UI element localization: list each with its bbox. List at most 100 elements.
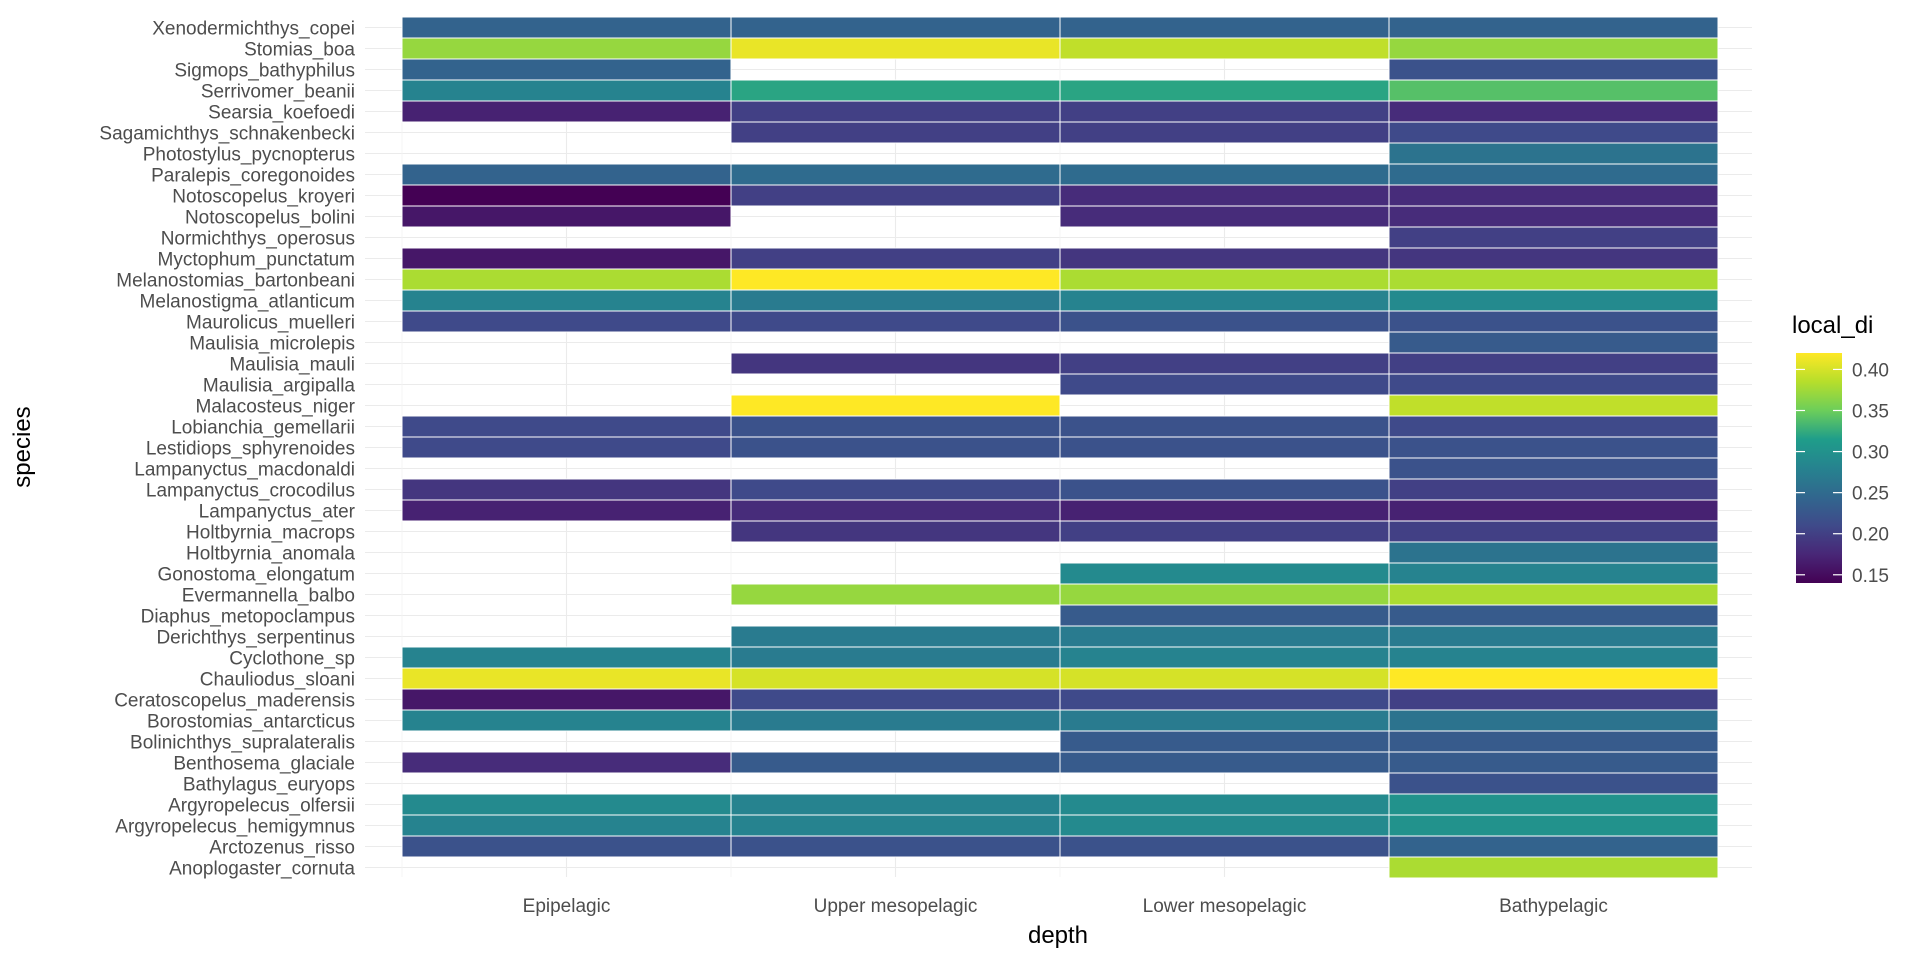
heatmap-tile xyxy=(730,625,1061,648)
y-tick-label: Maulisia_microlepis xyxy=(189,334,355,355)
heatmap-tile xyxy=(1059,373,1390,396)
heatmap-tile xyxy=(1059,604,1390,627)
legend-ticks: 0.15 0.20 0.25 0.30 0.35 0.40 xyxy=(1796,360,1889,587)
heatmap-tile xyxy=(1388,163,1719,186)
y-tick-label: Sagamichthys_schnakenbecki xyxy=(99,124,355,145)
heatmap-tile xyxy=(401,247,732,270)
heatmap-tile xyxy=(401,709,732,732)
heatmap-tile xyxy=(1388,373,1719,396)
y-tick-label: Holtbyrnia_macrops xyxy=(186,523,355,544)
legend-tick-label: 0.20 xyxy=(1852,525,1889,546)
y-tick-label: Stomias_boa xyxy=(244,40,355,61)
y-tick-label: Lobianchia_gemellarii xyxy=(171,418,355,439)
heatmap-tile xyxy=(1059,310,1390,333)
heatmap-tile xyxy=(1388,205,1719,228)
y-tick-label: Holtbyrnia_anomala xyxy=(186,544,355,565)
heatmap-tile xyxy=(401,667,732,690)
x-tick-label: Lower mesopelagic xyxy=(1143,896,1307,917)
y-tick-label: Borostomias_antarcticus xyxy=(147,712,355,733)
heatmap-tile xyxy=(1388,520,1719,543)
heatmap-tile xyxy=(730,394,1061,417)
heatmap-tile xyxy=(401,310,732,333)
heatmap-tile xyxy=(730,184,1061,207)
heatmap-tile xyxy=(401,646,732,669)
heatmap-tile xyxy=(1059,121,1390,144)
heatmap-tile xyxy=(730,436,1061,459)
y-tick-label: Melanostomias_bartonbeani xyxy=(116,271,355,292)
heatmap-tile xyxy=(1388,835,1719,858)
heatmap-tile xyxy=(1388,415,1719,438)
y-tick-label: Normichthys_operosus xyxy=(161,229,355,250)
y-tick-label: Maurolicus_muelleri xyxy=(186,313,355,334)
y-tick-label: Sigmops_bathyphilus xyxy=(174,61,355,82)
heatmap-tile xyxy=(1059,415,1390,438)
heatmap-tile xyxy=(401,814,732,837)
heatmap-tile xyxy=(1059,520,1390,543)
heatmap-tile xyxy=(730,415,1061,438)
heatmap-tile xyxy=(730,37,1061,60)
heatmap-tile xyxy=(1388,856,1719,879)
heatmap-tile xyxy=(730,520,1061,543)
heatmap-tile xyxy=(1059,268,1390,291)
heatmap-tile xyxy=(730,289,1061,312)
heatmap-tile xyxy=(401,37,732,60)
heatmap-tile xyxy=(1388,562,1719,585)
heatmap-tile xyxy=(1059,100,1390,123)
heatmap-tile xyxy=(401,478,732,501)
y-axis-title: species xyxy=(9,406,36,487)
y-tick-label: Notoscopelus_kroyeri xyxy=(172,187,355,208)
heatmap-tile xyxy=(1388,583,1719,606)
heatmap-tile xyxy=(1388,394,1719,417)
heatmap-tile xyxy=(1059,793,1390,816)
heatmap-tile xyxy=(401,205,732,228)
heatmap-tile xyxy=(730,79,1061,102)
heatmap-tile xyxy=(1388,457,1719,480)
y-tick-label: Searsia_koefoedi xyxy=(208,103,355,124)
heatmap-tile xyxy=(730,835,1061,858)
heatmap-tile xyxy=(401,499,732,522)
heatmap-tile xyxy=(401,16,732,39)
y-tick-label: Evermannella_balbo xyxy=(182,586,355,607)
legend-tick-label: 0.25 xyxy=(1852,484,1889,505)
heatmap-tile xyxy=(1388,268,1719,291)
heatmap-tile xyxy=(730,163,1061,186)
heatmap-tile xyxy=(1388,541,1719,564)
heatmap-tile xyxy=(1059,667,1390,690)
heatmap-tile xyxy=(1388,793,1719,816)
heatmap-tile xyxy=(1059,562,1390,585)
heatmap-tile xyxy=(1388,121,1719,144)
heatmap-tile xyxy=(1059,247,1390,270)
heatmap-tile xyxy=(1059,163,1390,186)
heatmap-tile xyxy=(1059,478,1390,501)
heatmap-tile xyxy=(401,835,732,858)
heatmap-tile xyxy=(401,79,732,102)
heatmap-tile xyxy=(1059,79,1390,102)
x-tick-label: Bathypelagic xyxy=(1499,896,1608,917)
heatmap-tile xyxy=(1388,184,1719,207)
heatmap-tile xyxy=(730,646,1061,669)
heatmap-tile xyxy=(1059,499,1390,522)
y-tick-labels: Xenodermichthys_copeiStomias_boaSigmops_… xyxy=(99,19,355,880)
heatmap-tile xyxy=(1388,331,1719,354)
heatmap-tile xyxy=(1388,352,1719,375)
y-tick-label: Derichthys_serpentinus xyxy=(156,628,355,649)
heatmap-tile xyxy=(1388,436,1719,459)
heatmap-tile xyxy=(730,268,1061,291)
heatmap-tile xyxy=(1388,37,1719,60)
heatmap-tile xyxy=(1388,625,1719,648)
heatmap-tile xyxy=(1388,688,1719,711)
heatmap-tile xyxy=(1388,751,1719,774)
y-tick-label: Paralepis_coregonoides xyxy=(151,166,355,187)
heatmap-tile xyxy=(730,499,1061,522)
y-tick-label: Malacosteus_niger xyxy=(196,397,356,418)
heatmap-tile xyxy=(1388,730,1719,753)
heatmap-tile xyxy=(1059,205,1390,228)
y-tick-label: Melanostigma_atlanticum xyxy=(140,292,355,313)
y-tick-label: Myctophum_punctatum xyxy=(158,250,356,271)
heatmap-tile xyxy=(1059,751,1390,774)
heatmap-tile xyxy=(1059,37,1390,60)
heatmap-tile xyxy=(1059,289,1390,312)
x-tick-label: Upper mesopelagic xyxy=(814,896,978,917)
y-tick-label: Lampanyctus_crocodilus xyxy=(146,481,355,502)
